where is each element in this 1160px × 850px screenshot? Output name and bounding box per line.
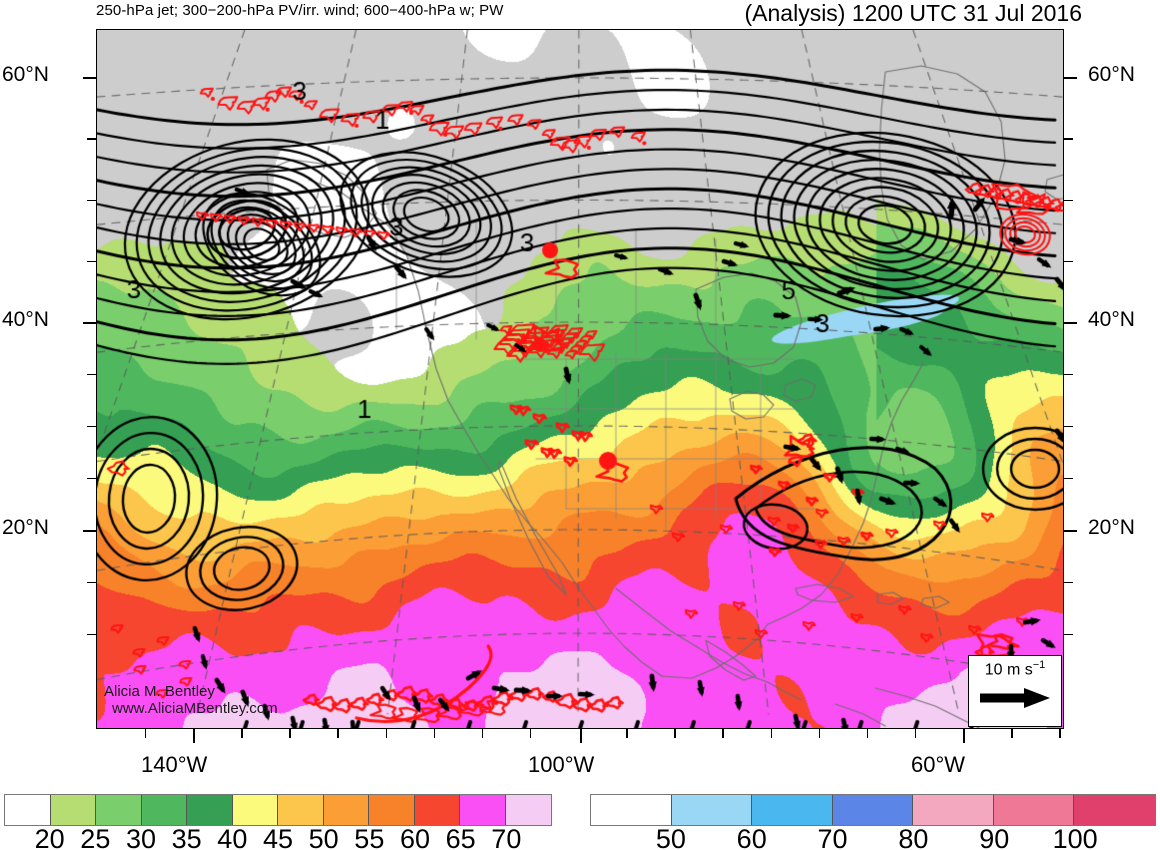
axis-tick-minor (674, 729, 676, 738)
colorbar-swatch (913, 795, 994, 825)
colorbar-swatch (832, 795, 914, 825)
axis-tick-minor (87, 374, 96, 376)
lon-label: 60°W (911, 752, 966, 777)
colorbar-pw-ticklabels: 20 25 30 35 40 45 50 55 60 65 70 (4, 824, 552, 850)
axis-tick-minor (914, 729, 917, 738)
colorbar-swatch (141, 795, 187, 825)
colorbar-tick-label: 70 (491, 824, 522, 850)
colorbar-swatch (50, 795, 96, 825)
axis-tick-minor (87, 426, 96, 428)
colorbar-swatch (752, 795, 833, 825)
colorbar-tick-label: 55 (354, 824, 385, 850)
lat-label-left: 60°N (2, 63, 49, 86)
colorbar-tick-label: 80 (898, 824, 929, 850)
axis-tick-minor (529, 729, 532, 738)
map-panel[interactable] (96, 29, 1064, 729)
axis-tick-minor (1064, 582, 1073, 584)
axis-tick-minor (87, 138, 96, 140)
axis-tick-minor (1064, 478, 1073, 480)
colorbar-tick-label: 25 (80, 824, 111, 850)
colorbar-swatch (505, 795, 551, 825)
colorbar-tick-label: 60 (399, 824, 431, 850)
axis-tick (193, 729, 195, 743)
colorbar-tick-label: 50 (308, 824, 339, 850)
axis-tick (1064, 322, 1077, 324)
colorbar-tick-label: 100 (1052, 824, 1098, 850)
axis-tick-minor (818, 729, 821, 738)
colorbar-swatch (278, 795, 324, 825)
axis-tick (963, 729, 965, 743)
axis-tick-minor (1064, 374, 1073, 376)
colorbar-tick-label: 40 (217, 824, 248, 850)
axis-tick (1064, 77, 1077, 79)
lat-label-right: 20°N (1088, 516, 1135, 539)
colorbar-swatch (232, 795, 278, 825)
axis-tick-minor (1059, 729, 1061, 738)
colorbar-tick-label: 35 (171, 824, 202, 850)
colorbar-swatch (671, 795, 753, 825)
axis-tick-minor (337, 729, 339, 738)
axis-tick-minor (433, 729, 436, 738)
colorbar-tick-label: 20 (34, 824, 65, 850)
colorbar-jet-ticklabels: 50 60 70 80 90 100 (590, 824, 1156, 850)
axis-tick-minor (144, 729, 147, 738)
lat-label-right: 60°N (1088, 63, 1135, 86)
lat-label-left: 40°N (2, 308, 49, 331)
axis-tick-minor (1011, 729, 1013, 738)
axis-tick-minor (87, 260, 96, 263)
colorbar-tick-label: 30 (125, 824, 157, 850)
axis-tick (83, 322, 96, 324)
axis-tick-minor (87, 582, 96, 584)
axis-tick-minor (1064, 634, 1073, 636)
axis-tick-minor (866, 729, 869, 738)
colorbar-swatch (369, 795, 415, 825)
lon-label: 100°W (528, 752, 595, 777)
colorbar-swatch (591, 795, 672, 825)
colorbar-tick-label: 65 (445, 824, 476, 850)
axis-tick-minor (87, 478, 96, 480)
axis-tick-minor (385, 729, 387, 738)
axis-tick-minor (1064, 260, 1073, 263)
colorbar-swatch (460, 795, 506, 825)
colorbar-precipitable-water (4, 794, 552, 826)
lon-label: 140°W (141, 752, 208, 777)
axis-tick-minor (770, 729, 772, 738)
map-canvas[interactable] (97, 30, 1063, 728)
colorbar-swatch (993, 795, 1075, 825)
lat-label-right: 40°N (1088, 308, 1135, 331)
axis-tick-minor (1064, 426, 1073, 428)
colorbar-swatch (323, 795, 369, 825)
axis-tick-minor (722, 729, 724, 738)
colorbar-jet-wind-speed (590, 794, 1156, 826)
colorbar-tick-label: 90 (979, 824, 1010, 850)
wind-key-label: 10 m s−1 (984, 659, 1046, 679)
colorbar-tick-label: 45 (262, 824, 294, 850)
colorbar-swatch (5, 795, 51, 825)
axis-tick (83, 530, 96, 532)
axis-tick-minor (626, 729, 628, 738)
colorbar-swatch (187, 795, 233, 825)
wind-vector-key: 10 m s−1 (968, 655, 1062, 727)
axis-tick-minor (87, 199, 96, 201)
colorbar-tick-label: 50 (655, 824, 686, 850)
axis-tick-minor (1064, 138, 1073, 140)
axis-tick-minor (241, 729, 243, 738)
axis-tick-minor (289, 729, 291, 738)
lat-label-left: 20°N (2, 516, 49, 539)
axis-tick-minor (87, 634, 96, 636)
axis-tick (83, 77, 96, 79)
colorbar-swatch (96, 795, 142, 825)
axis-tick-minor (1064, 199, 1073, 201)
axis-tick (1064, 530, 1077, 532)
colorbar-swatch (1074, 795, 1155, 825)
axis-tick-minor (481, 729, 484, 738)
figure-title-right: (Analysis) 1200 UTC 31 Jul 2016 (744, 0, 1083, 26)
axis-tick (580, 729, 582, 743)
colorbar-swatch (414, 795, 460, 825)
figure-title-left: 250-hPa jet; 300−200-hPa PV/irr. wind; 6… (96, 2, 504, 19)
right-arrow-icon (980, 688, 1050, 709)
colorbar-tick-label: 70 (817, 824, 848, 850)
colorbar-tick-label: 60 (736, 824, 767, 850)
